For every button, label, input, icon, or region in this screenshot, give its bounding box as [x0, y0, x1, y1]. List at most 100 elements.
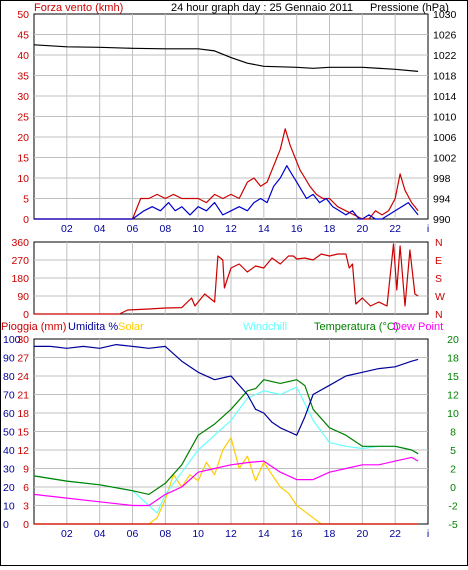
hour-tick-label: 04: [94, 528, 106, 540]
hour-tick-label: 16: [291, 223, 303, 235]
humidity-ticks: 0 10 20 30 40 50 60 70 80 90 100: [3, 334, 21, 531]
rain-tick: 15: [17, 427, 29, 439]
pressure-tick: 1026: [433, 30, 457, 42]
temperature-humidity-lines: [33, 344, 419, 525]
hour-tick-label: 20: [356, 223, 368, 235]
rain-tick: 12: [17, 445, 29, 457]
hour-tick-label: 02: [61, 223, 73, 235]
rain-axis-label: Pioggia (mm): [1, 321, 66, 333]
temperature-ticks: -5 -2 0 2 5 8 10 12 15 18 20: [447, 334, 459, 531]
hour-tick-label: 04: [94, 223, 106, 235]
wind-pressure-panel: Forza vento (kmh) 24 hour graph day : 25…: [17, 2, 456, 235]
hour-tick-label: 08: [159, 223, 171, 235]
hour-tick-label: i: [427, 223, 429, 235]
temperature-hour-ticks: 02 04 06 08 10 12 14 16 18 20 22 i: [61, 528, 429, 540]
hour-tick-label: 16: [291, 528, 303, 540]
humidity-tick: 40: [3, 445, 15, 457]
wind-gust-line: [34, 128, 419, 220]
hour-tick-label: 10: [192, 528, 204, 540]
hour-tick-label: 20: [356, 528, 368, 540]
temperature-tick: -2: [448, 501, 457, 513]
compass-label: N: [435, 237, 443, 249]
wind-speed-tick: 0: [23, 214, 29, 226]
direction-degree-ticks: 0 90 180 270 360: [11, 237, 29, 321]
pressure-ticks: 990 994 998 1002 1006 1010 1014 1018 1022 1026 103…: [433, 9, 457, 226]
rain-tick: 0: [23, 519, 29, 531]
wind-speed-tick: 15: [17, 153, 29, 165]
hour-tick-label: 10: [192, 223, 204, 235]
wind-speed-tick: 35: [17, 71, 29, 83]
temperature-tick: -5: [448, 519, 457, 531]
compass-label: E: [435, 255, 442, 267]
humidity-tick: 10: [3, 501, 15, 513]
rain-tick: 3: [23, 501, 29, 513]
humidity-tick: 70: [3, 390, 15, 402]
humidity-tick: 30: [3, 464, 15, 476]
wind-speed-line: [34, 165, 419, 220]
wind-speed-tick: 20: [17, 132, 29, 144]
rain-tick: 9: [23, 464, 29, 476]
windchill-line: [33, 386, 419, 514]
humidity-axis-label: Umidita %: [68, 321, 118, 333]
direction-plot-grid: [34, 242, 428, 314]
wind-speed-tick: 10: [17, 173, 29, 185]
temperature-tick: 15: [447, 371, 459, 383]
direction-degree-tick: 0: [23, 309, 29, 321]
temperature-axis-label: Temperatura (°C): [314, 321, 398, 333]
hour-tick-label: 06: [127, 528, 139, 540]
pressure-tick: 998: [433, 173, 451, 185]
temperature-line: [33, 379, 419, 495]
hour-tick-label: 12: [225, 528, 237, 540]
hour-tick-label: 18: [324, 528, 336, 540]
direction-degree-tick: 270: [11, 255, 29, 267]
hour-tick-label: 22: [389, 528, 401, 540]
humidity-tick: 0: [3, 519, 9, 531]
pressure-tick: 1022: [433, 50, 457, 62]
hour-tick-label: 12: [225, 223, 237, 235]
wind-speed-axis-label: Forza vento (kmh): [34, 2, 123, 14]
hour-tick-label: 22: [389, 223, 401, 235]
pressure-tick: 1010: [433, 112, 457, 124]
temperature-tick: 8: [450, 427, 456, 439]
rain-ticks: 0 3 6 9 12 15 18 21 24 27 30: [17, 334, 29, 531]
solar-axis-label: Solar: [118, 321, 144, 333]
wind-speed-tick: 30: [17, 91, 29, 103]
hour-tick-label: 18: [324, 223, 336, 235]
chart-title: 24 hour graph day : 25 Gennaio 2011: [171, 2, 353, 14]
temperature-tick: 20: [447, 334, 459, 346]
direction-degree-tick: 360: [11, 237, 29, 249]
dew-point-line: [33, 456, 419, 507]
humidity-tick: 60: [3, 408, 15, 420]
temperature-tick: 2: [450, 464, 456, 476]
wind-hour-ticks: 02 04 06 08 10 12 14 16 18 20 22 i: [61, 223, 429, 235]
pressure-tick: 1002: [433, 153, 457, 165]
rain-tick: 24: [17, 371, 29, 383]
wind-speed-tick: 50: [17, 9, 29, 21]
wind-speed-tick: 40: [17, 50, 29, 62]
temperature-tick: 10: [447, 408, 459, 420]
direction-degree-tick: 180: [11, 273, 29, 285]
rain-tick: 21: [17, 390, 29, 402]
hour-tick-label: 02: [61, 528, 73, 540]
windchill-axis-label: Windchill: [243, 321, 287, 333]
temperature-tick: 0: [450, 482, 456, 494]
compass-label: N: [435, 309, 443, 321]
wind-speed-tick: 25: [17, 112, 29, 124]
wind-speed-tick: 5: [23, 194, 29, 206]
rain-tick: 6: [23, 482, 29, 494]
humidity-tick: 90: [3, 353, 15, 365]
hour-tick-label: 14: [258, 528, 270, 540]
rain-tick: 27: [17, 353, 29, 365]
temperature-humidity-panel: Pioggia (mm) Umidita % Solar Windchill T…: [1, 321, 459, 540]
pressure-tick: 1030: [433, 9, 457, 21]
hour-tick-label: 08: [159, 528, 171, 540]
humidity-line: [34, 344, 419, 436]
temperature-tick: 12: [447, 390, 459, 402]
wind-pressure-lines: [33, 44, 419, 220]
pressure-line: [33, 44, 419, 72]
humidity-tick: 80: [3, 371, 15, 383]
pressure-tick: 1006: [433, 132, 457, 144]
